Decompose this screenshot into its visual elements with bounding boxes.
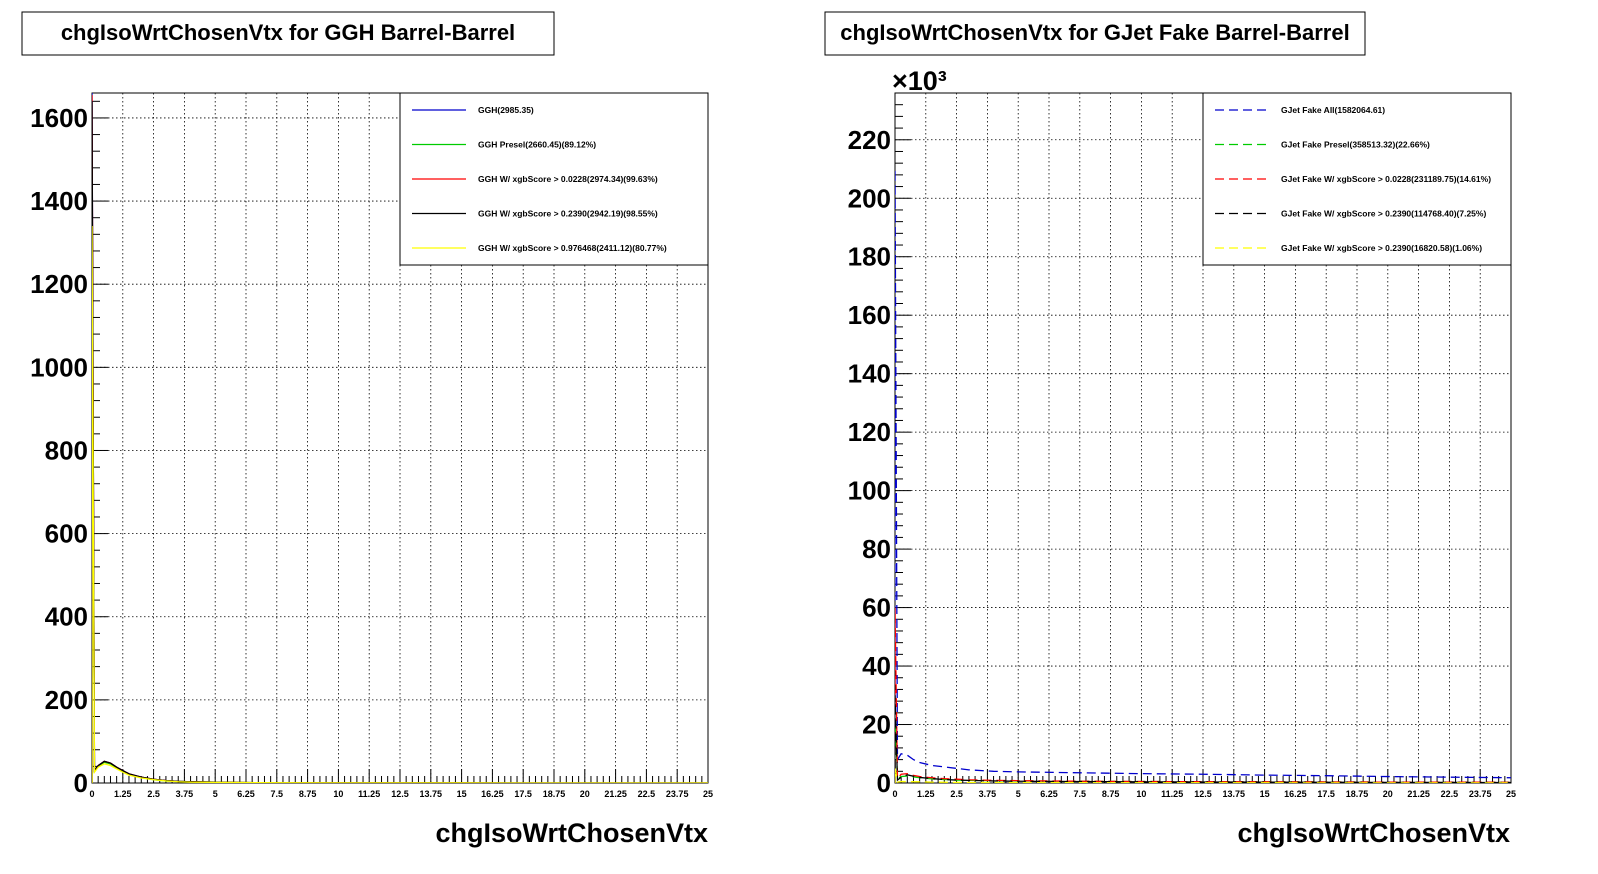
x-tick-label: 10: [333, 789, 343, 799]
x-tick-label: 5: [1016, 789, 1021, 799]
y-tick-label: 0: [877, 768, 891, 798]
plot-area: 0 1.25 2.5 3.75 5 6.25 7.5 8.75 10 11.25 12.5 13.75…: [848, 92, 1516, 799]
y-tick-label: 220: [848, 125, 891, 155]
x-tick-label: 13.75: [1223, 789, 1246, 799]
x-tick-label: 22.5: [638, 789, 656, 799]
y-tick-label: 40: [862, 651, 891, 681]
legend-entry: GJet Fake W/ xgbScore > 0.2390(16820.58)…: [1281, 243, 1482, 253]
x-axis-label: chgIsoWrtChosenVtx: [435, 818, 708, 848]
x-tick-label: 8.75: [1102, 789, 1120, 799]
y-tick-label: 400: [45, 602, 88, 632]
x-tick-label: 16.25: [481, 789, 504, 799]
x-tick-label: 18.75: [543, 789, 566, 799]
x-tick-label: 12.5: [391, 789, 409, 799]
x-tick-label: 15: [1260, 789, 1270, 799]
x-tick-label: 0: [89, 789, 94, 799]
y-tick-label: 200: [45, 685, 88, 715]
legend-entry: GGH W/ xgbScore > 0.0228(2974.34)(99.63%…: [478, 174, 658, 184]
x-tick-label: 13.75: [420, 789, 443, 799]
legend-entry: GGH Presel(2660.45)(89.12%): [478, 140, 596, 150]
legend-entry: GJet Fake Presel(358513.32)(22.66%): [1281, 140, 1430, 150]
y-tick-label: 1400: [30, 186, 88, 216]
y-tick-label: 600: [45, 519, 88, 549]
x-tick-label: 12.5: [1194, 789, 1212, 799]
legend-entry: GJet Fake W/ xgbScore > 0.0228(231189.75…: [1281, 174, 1491, 184]
y-tick-label: 1200: [30, 269, 88, 299]
x-tick-label: 7.5: [1074, 789, 1087, 799]
x-tick-label: 2.5: [950, 789, 963, 799]
series-line-0: [895, 169, 1511, 783]
y-axis-exponent: ×10³: [892, 66, 947, 96]
y-tick-label: 140: [848, 359, 891, 389]
chart-panel-ggh: chgIsoWrtChosenVtx for GGH Barrel-Barrel…: [21, 11, 713, 848]
x-tick-label: 8.75: [299, 789, 317, 799]
x-tick-label: 20: [580, 789, 590, 799]
x-tick-label: 17.5: [514, 789, 532, 799]
x-tick-label: 11.25: [1161, 789, 1183, 799]
chart-title-box: [824, 11, 1366, 56]
x-tick-label: 17.5: [1317, 789, 1335, 799]
y-tick-label: 0: [74, 768, 88, 798]
x-tick-label: 7.5: [271, 789, 284, 799]
y-tick-label: 800: [45, 435, 88, 465]
legend-entry: GGH(2985.35): [478, 105, 534, 115]
legend-entry: GJet Fake W/ xgbScore > 0.2390(114768.40…: [1281, 209, 1486, 219]
y-tick-label: 100: [848, 476, 891, 506]
x-axis-label: chgIsoWrtChosenVtx: [1237, 818, 1510, 848]
chart-title: chgIsoWrtChosenVtx for GJet Fake Barrel-…: [840, 20, 1349, 45]
y-tick-label: 180: [848, 242, 891, 272]
y-tick-label: 1000: [30, 352, 88, 382]
y-tick-label: 120: [848, 417, 891, 447]
x-tick-label: 0: [892, 789, 897, 799]
x-tick-label: 20: [1383, 789, 1393, 799]
x-tick-label: 3.75: [176, 789, 194, 799]
x-tick-label: 5: [213, 789, 218, 799]
y-tick-label: 160: [848, 300, 891, 330]
x-tick-label: 10: [1136, 789, 1146, 799]
x-tick-label: 1.25: [917, 789, 935, 799]
y-tick-label: 80: [862, 534, 891, 564]
chart-title: chgIsoWrtChosenVtx for GGH Barrel-Barrel: [61, 20, 515, 45]
x-tick-label: 2.5: [147, 789, 160, 799]
x-tick-label: 6.25: [1040, 789, 1058, 799]
legend-entry: GGH W/ xgbScore > 0.976468(2411.12)(80.7…: [478, 243, 667, 253]
y-tick-label: 200: [848, 183, 891, 213]
chart-title-box: [21, 11, 555, 56]
x-tick-label: 23.75: [1469, 789, 1492, 799]
plot-area: 0 1.25 2.5 3.75 5 6.25 7.5 8.75 10 11.25 12.5 13.75…: [30, 92, 713, 799]
legend-box: [1202, 92, 1512, 266]
chart-panel-gjet: chgIsoWrtChosenVtx for GJet Fake Barrel-…: [824, 11, 1516, 848]
series-line-4: [92, 226, 708, 783]
x-tick-label: 3.75: [979, 789, 997, 799]
x-tick-label: 1.25: [114, 789, 132, 799]
y-tick-label: 1600: [30, 103, 88, 133]
legend-entry: GJet Fake All(1582064.61): [1281, 105, 1385, 115]
y-tick-label: 60: [862, 593, 891, 623]
x-tick-label: 21.25: [1407, 789, 1430, 799]
x-tick-label: 25: [1506, 789, 1516, 799]
x-tick-label: 16.25: [1284, 789, 1307, 799]
x-tick-label: 15: [457, 789, 467, 799]
x-tick-label: 22.5: [1441, 789, 1459, 799]
x-tick-label: 11.25: [358, 789, 380, 799]
x-tick-label: 18.75: [1346, 789, 1369, 799]
series-line-4: [895, 768, 1511, 783]
x-tick-label: 25: [703, 789, 713, 799]
y-tick-label: 20: [862, 710, 891, 740]
legend-entry: GGH W/ xgbScore > 0.2390(2942.19)(98.55%…: [478, 209, 658, 219]
x-tick-label: 21.25: [604, 789, 627, 799]
x-tick-label: 23.75: [666, 789, 689, 799]
x-tick-label: 6.25: [237, 789, 255, 799]
